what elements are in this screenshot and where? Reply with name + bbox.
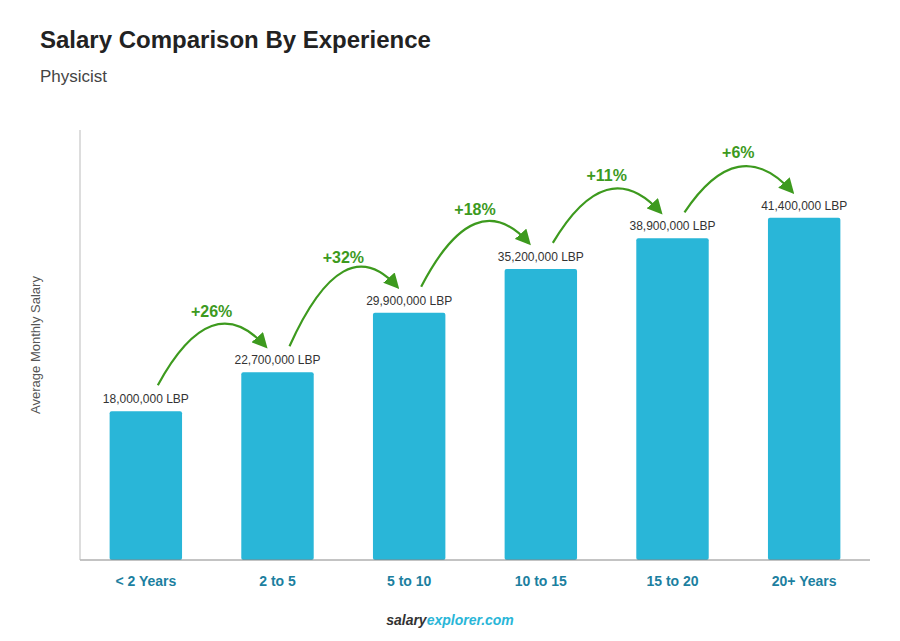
annotation-arrow bbox=[290, 267, 398, 347]
x-axis-line bbox=[80, 560, 870, 561]
bars bbox=[110, 218, 841, 560]
data-label: 18,000,000 LBP bbox=[103, 392, 189, 406]
bar bbox=[241, 372, 313, 560]
annotation: +26% bbox=[191, 303, 232, 320]
y-axis-label: Average Monthly Salary bbox=[28, 276, 43, 414]
chart-container: Salary Comparison By Experience Physicist… bbox=[0, 0, 900, 641]
annotation-arrow bbox=[685, 166, 793, 212]
bar bbox=[505, 269, 577, 560]
x-tick-label: < 2 Years bbox=[115, 573, 176, 589]
x-tick-label: 5 to 10 bbox=[387, 573, 432, 589]
subtitle: Physicist bbox=[40, 67, 107, 86]
y-axis-line bbox=[80, 130, 81, 560]
data-label: 38,900,000 LBP bbox=[629, 219, 715, 233]
chart-svg: Salary Comparison By Experience Physicist… bbox=[0, 0, 900, 641]
data-label: 22,700,000 LBP bbox=[234, 353, 320, 367]
annotation: +18% bbox=[454, 201, 495, 218]
data-label: 41,400,000 LBP bbox=[761, 199, 847, 213]
data-label: 29,900,000 LBP bbox=[366, 294, 452, 308]
x-tick-label: 20+ Years bbox=[772, 573, 837, 589]
bar bbox=[636, 238, 708, 560]
x-tick-label: 15 to 20 bbox=[646, 573, 698, 589]
annotation: +11% bbox=[586, 167, 626, 184]
x-tick-label: 2 to 5 bbox=[259, 573, 296, 589]
annotation-arrow bbox=[158, 324, 266, 386]
bar bbox=[373, 313, 445, 560]
footer-part: explorer.com bbox=[427, 612, 514, 628]
bar bbox=[768, 218, 840, 560]
bar bbox=[110, 411, 182, 560]
annotation-arrow bbox=[553, 188, 661, 243]
x-tick-label: 10 to 15 bbox=[515, 573, 567, 589]
data-label: 35,200,000 LBP bbox=[498, 250, 584, 264]
annotation: +32% bbox=[323, 249, 364, 266]
title: Salary Comparison By Experience bbox=[40, 26, 431, 53]
annotation-arrow bbox=[421, 221, 529, 287]
annotation: +6% bbox=[722, 144, 754, 161]
footer: salaryexplorer.com bbox=[386, 612, 514, 628]
footer-part: salary bbox=[386, 612, 428, 628]
